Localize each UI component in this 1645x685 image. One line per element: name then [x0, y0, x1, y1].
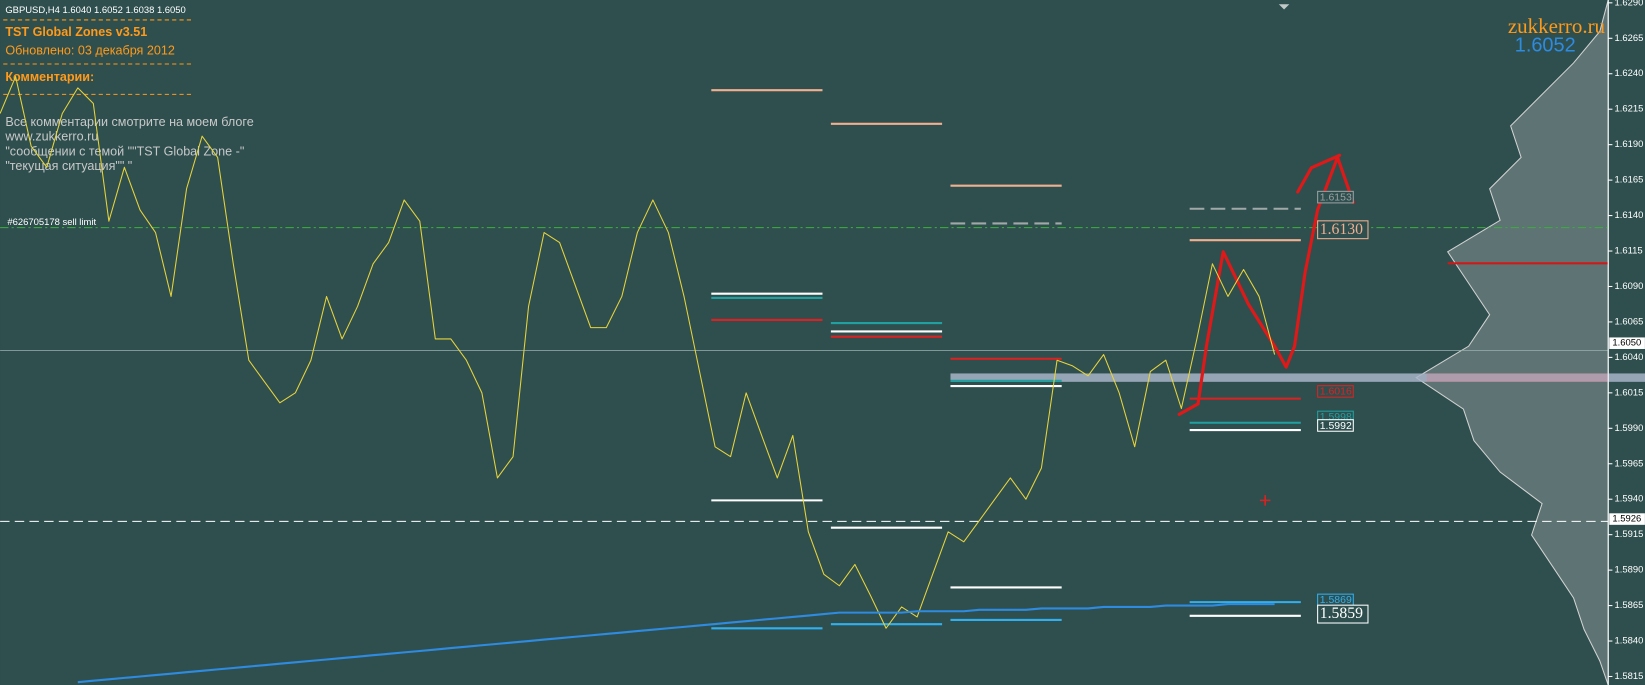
shift-marker [1278, 4, 1290, 10]
y-tick-label: 1.5815 [1614, 671, 1643, 682]
y-tick-label: 1.6265 [1614, 33, 1643, 44]
y-tick-label: 1.6140 [1614, 210, 1643, 221]
current-price-label-box [1609, 337, 1645, 349]
y-tick-label: 1.6015 [1614, 387, 1643, 398]
y-tick-label: 1.5915 [1614, 529, 1643, 540]
comments-title: Комментарии: [5, 70, 94, 84]
cross-marker [1259, 495, 1271, 506]
comment-line: Все комментарии смотрите на моем блоге [5, 115, 253, 129]
volume-profile [1415, 0, 1609, 685]
y-tick-label: 1.6240 [1614, 68, 1643, 79]
level-label: 1.6016 [1320, 387, 1352, 398]
y-tick-label: 1.6190 [1614, 139, 1643, 150]
site-watermark: zukkerro.ru [1508, 14, 1606, 38]
level-label-box [1317, 419, 1354, 432]
y-tick-label: 1.6290 [1614, 0, 1643, 8]
level-label: 1.5859 [1320, 605, 1363, 622]
y-tick-label: 1.6065 [1614, 316, 1643, 327]
comment-line: "текущая ситуация"" " [5, 159, 132, 173]
symbol-line: GBPUSD,H4 1.6040 1.6052 1.6038 1.6050 [5, 5, 186, 16]
level-label: 1.5998 [1320, 412, 1352, 423]
zones [711, 89, 1301, 630]
y-tick-label: 1.5890 [1614, 565, 1643, 576]
y-tick-label: 1.6215 [1614, 104, 1643, 115]
level-label-box [1317, 604, 1369, 624]
level-label: 1.5992 [1320, 421, 1352, 432]
moving-average [77, 603, 1275, 684]
marker-price-label-box [1609, 513, 1645, 525]
level-label: 1.5869 [1320, 595, 1352, 606]
bid-watermark: 1.6052 [1515, 34, 1576, 56]
comment-line: www.zukkerro.ru [4, 130, 98, 144]
level-label-box [1317, 385, 1354, 398]
y-tick-label: 1.6090 [1614, 281, 1643, 292]
y-tick-label: 1.5965 [1614, 458, 1643, 469]
level-label: 1.6153 [1320, 192, 1352, 203]
level-label: 1.6130 [1320, 221, 1363, 238]
y-tick-label: 1.6165 [1614, 175, 1643, 186]
y-tick-label: 1.5840 [1614, 636, 1643, 647]
y-tick-label: 1.5940 [1614, 494, 1643, 505]
zone-band [950, 373, 1645, 382]
current-price-label: 1.6050 [1612, 338, 1641, 349]
comment-line: "сообщении с темой ""TST Global Zone -" [5, 144, 244, 158]
y-tick-label: 1.5990 [1614, 423, 1643, 434]
volume-peak [1447, 262, 1609, 265]
indicator-title: TST Global Zones v3.51 [5, 25, 147, 39]
price-line [0, 76, 1276, 629]
y-tick-label: 1.6115 [1614, 246, 1642, 257]
level-label-box [1317, 220, 1369, 240]
level-label-box [1317, 190, 1354, 204]
order-label: #626705178 sell limit [7, 217, 96, 228]
updated: Обновлено: 03 декабря 2012 [5, 44, 175, 58]
marker-price-label: 1.5926 [1612, 514, 1641, 525]
y-tick-label: 1.5865 [1614, 600, 1643, 611]
volume-profile-fill [1416, 0, 1609, 685]
y-tick-label: 1.6040 [1614, 352, 1643, 363]
